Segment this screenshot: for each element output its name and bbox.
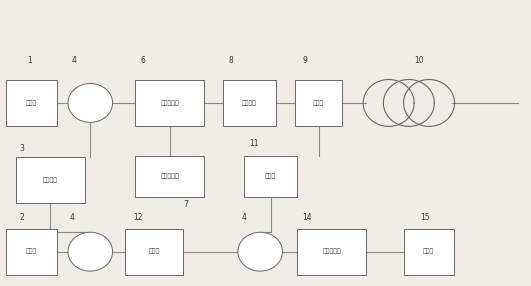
Text: 光电探测器: 光电探测器: [322, 249, 341, 255]
Text: 滤波器: 滤波器: [265, 174, 277, 179]
FancyBboxPatch shape: [125, 229, 183, 275]
Text: 锁频装置: 锁频装置: [43, 177, 58, 183]
FancyBboxPatch shape: [223, 80, 276, 126]
Text: 光偏器: 光偏器: [148, 249, 160, 255]
Text: 2: 2: [20, 213, 24, 222]
Text: 6: 6: [141, 55, 146, 65]
FancyBboxPatch shape: [6, 80, 57, 126]
Text: 11: 11: [249, 138, 259, 148]
FancyBboxPatch shape: [295, 80, 342, 126]
Text: 脉冲发生器: 脉冲发生器: [160, 174, 179, 179]
Text: 1: 1: [27, 55, 31, 65]
Text: 3: 3: [20, 144, 25, 153]
Text: 7: 7: [183, 200, 189, 209]
Text: 激光器: 激光器: [26, 100, 37, 106]
Ellipse shape: [68, 84, 113, 122]
FancyBboxPatch shape: [6, 229, 57, 275]
Text: 14: 14: [302, 213, 312, 222]
Text: 计算机: 计算机: [423, 249, 434, 255]
FancyBboxPatch shape: [404, 229, 454, 275]
Text: 激光器: 激光器: [26, 249, 37, 255]
Text: 12: 12: [133, 213, 143, 222]
Text: 4: 4: [242, 213, 247, 222]
Text: 环形器: 环形器: [313, 100, 324, 106]
FancyBboxPatch shape: [244, 156, 297, 197]
FancyBboxPatch shape: [135, 156, 204, 197]
Text: 光放大器: 光放大器: [242, 100, 257, 106]
Text: 8: 8: [229, 55, 233, 65]
FancyBboxPatch shape: [135, 80, 204, 126]
FancyBboxPatch shape: [16, 157, 85, 203]
Text: 10: 10: [415, 55, 424, 65]
Text: 4: 4: [69, 213, 74, 222]
Ellipse shape: [68, 232, 113, 271]
Text: 4: 4: [72, 55, 77, 65]
Text: 15: 15: [420, 213, 430, 222]
Text: 9: 9: [303, 55, 308, 65]
FancyBboxPatch shape: [297, 229, 366, 275]
Ellipse shape: [238, 232, 282, 271]
Text: 光光调制器: 光光调制器: [160, 100, 179, 106]
